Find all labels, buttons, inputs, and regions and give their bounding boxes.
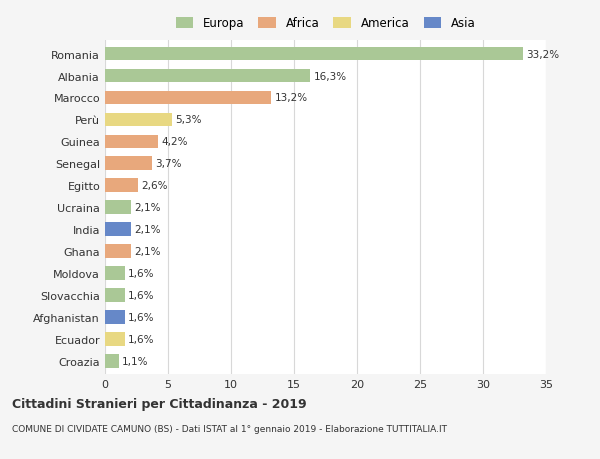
Text: 13,2%: 13,2% — [274, 93, 308, 103]
Bar — [105, 201, 131, 214]
Text: 1,6%: 1,6% — [128, 334, 155, 344]
Bar — [105, 289, 125, 302]
Text: 2,6%: 2,6% — [141, 181, 167, 191]
Text: 2,1%: 2,1% — [134, 203, 161, 213]
Text: 1,6%: 1,6% — [128, 312, 155, 322]
Text: 1,6%: 1,6% — [128, 290, 155, 300]
Legend: Europa, Africa, America, Asia: Europa, Africa, America, Asia — [176, 17, 475, 30]
Bar — [105, 48, 523, 61]
Text: 2,1%: 2,1% — [134, 246, 161, 257]
Text: 33,2%: 33,2% — [526, 50, 560, 59]
Bar — [105, 332, 125, 346]
Text: 5,3%: 5,3% — [175, 115, 202, 125]
Bar — [105, 223, 131, 236]
Text: 3,7%: 3,7% — [155, 159, 181, 169]
Text: 2,1%: 2,1% — [134, 224, 161, 235]
Bar — [105, 70, 310, 83]
Bar — [105, 135, 158, 149]
Bar — [105, 267, 125, 280]
Text: 1,6%: 1,6% — [128, 269, 155, 278]
Text: 4,2%: 4,2% — [161, 137, 188, 147]
Bar — [105, 91, 271, 105]
Text: Cittadini Stranieri per Cittadinanza - 2019: Cittadini Stranieri per Cittadinanza - 2… — [12, 397, 307, 410]
Text: 1,1%: 1,1% — [122, 356, 149, 366]
Bar — [105, 157, 152, 171]
Bar — [105, 310, 125, 324]
Text: 16,3%: 16,3% — [314, 71, 347, 81]
Bar — [105, 179, 138, 193]
Bar — [105, 354, 119, 368]
Text: COMUNE DI CIVIDATE CAMUNO (BS) - Dati ISTAT al 1° gennaio 2019 - Elaborazione TU: COMUNE DI CIVIDATE CAMUNO (BS) - Dati IS… — [12, 425, 447, 434]
Bar — [105, 245, 131, 258]
Bar — [105, 113, 172, 127]
